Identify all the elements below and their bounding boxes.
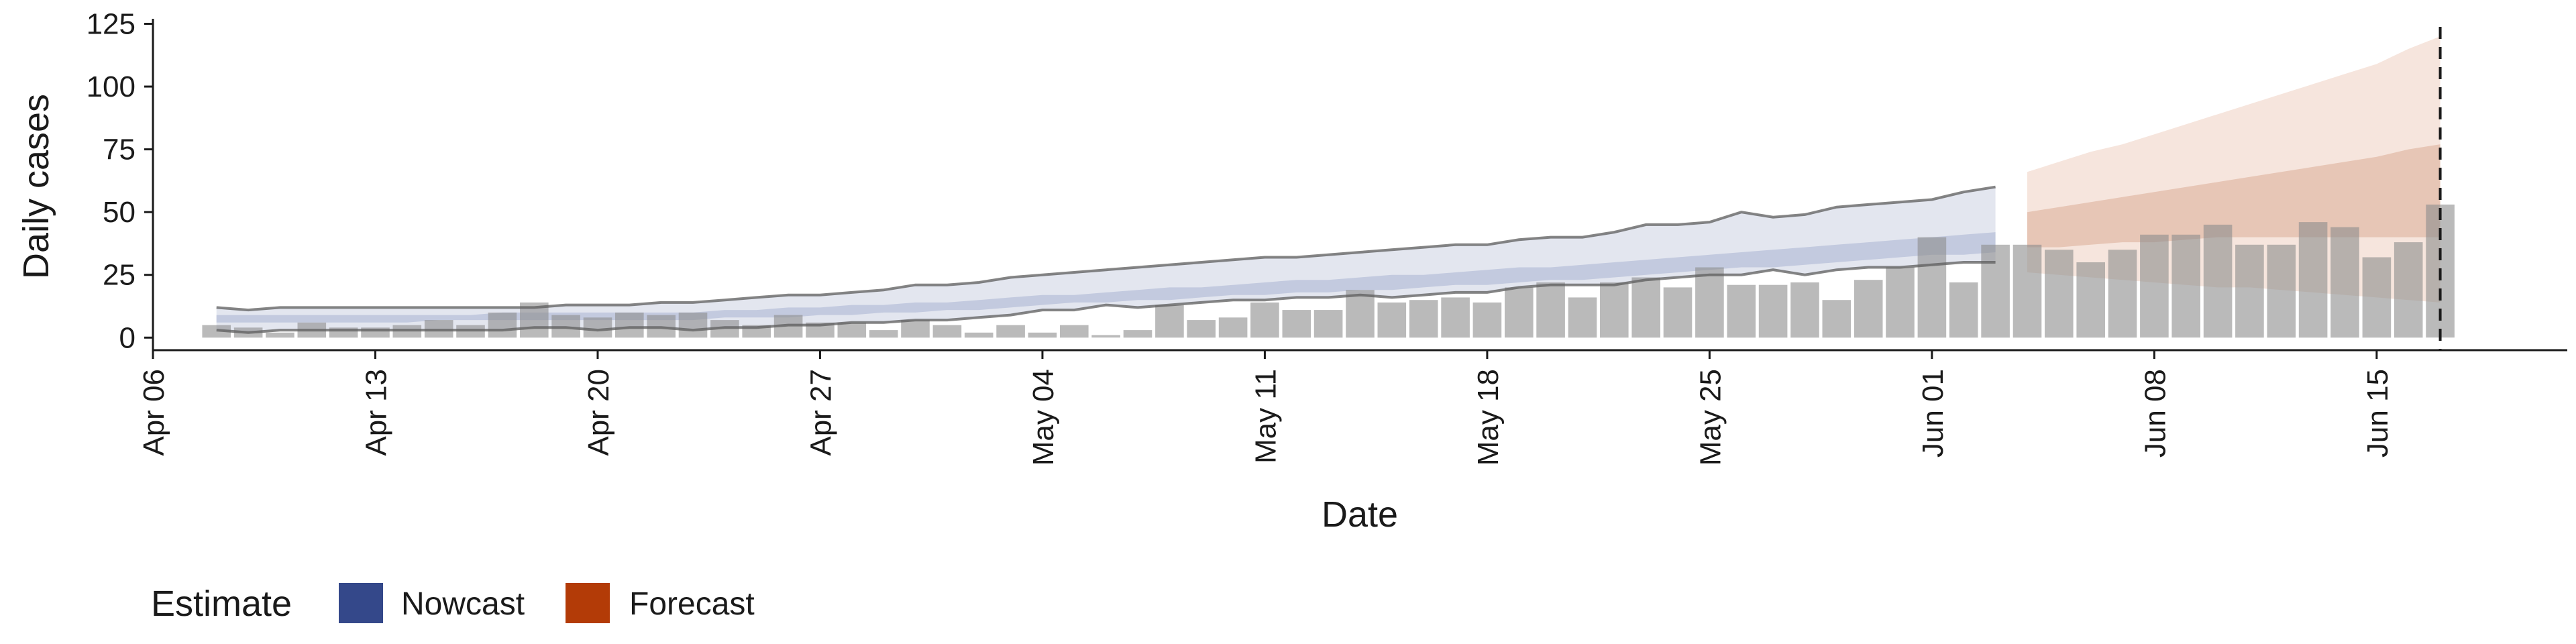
- case-bar: [2045, 250, 2074, 338]
- case-bar: [1313, 310, 1343, 338]
- x-tick-label: Jun 01: [1917, 369, 1949, 458]
- case-bar: [1600, 282, 1629, 338]
- y-axis-title: Daily cases: [16, 94, 56, 279]
- x-tick-label: May 11: [1249, 369, 1282, 464]
- case-bar: [1727, 284, 1756, 338]
- case-bar: [1218, 317, 1248, 338]
- case-bar: [837, 322, 867, 338]
- case-bar: [1568, 297, 1597, 338]
- case-bar: [1123, 330, 1152, 338]
- case-bar: [1250, 302, 1279, 338]
- case-bar: [869, 330, 898, 338]
- case-bar: [2362, 257, 2392, 338]
- x-tick-label: Jun 08: [2139, 369, 2171, 458]
- case-bar: [1441, 297, 1470, 338]
- x-tick-label: Apr 06: [138, 369, 170, 456]
- case-bar: [1028, 332, 1057, 338]
- case-bar: [1917, 237, 1947, 338]
- y-tick-label: 100: [87, 70, 136, 103]
- x-tick-label: Apr 20: [582, 369, 615, 456]
- case-bar: [266, 332, 294, 338]
- legend-swatch-nowcast: [339, 583, 383, 623]
- legend-label-nowcast: Nowcast: [401, 586, 525, 622]
- case-bar: [1377, 302, 1407, 338]
- case-bar: [932, 325, 962, 338]
- case-bar: [1949, 282, 1978, 338]
- case-bar: [1155, 305, 1184, 338]
- case-bar: [583, 317, 612, 338]
- case-bar: [1282, 310, 1311, 338]
- case-bar: [2203, 224, 2233, 338]
- case-bar: [1981, 244, 2010, 338]
- case-bar: [2108, 250, 2137, 338]
- case-bar: [1822, 300, 1851, 338]
- case-bar: [901, 320, 930, 338]
- x-tick-label: Apr 27: [805, 369, 838, 456]
- case-bar: [1472, 302, 1502, 338]
- case-bar: [1663, 287, 1693, 338]
- nowcast-lower-line: [216, 261, 1996, 334]
- x-tick-label: May 18: [1472, 369, 1505, 466]
- y-tick-label: 125: [87, 7, 136, 40]
- nowcast-interval-lines: [216, 185, 1996, 334]
- case-bar: [2394, 242, 2423, 338]
- case-bar: [1790, 282, 1819, 338]
- x-axis-title: Date: [1322, 494, 1398, 535]
- case-bar: [1505, 287, 1534, 338]
- case-bar: [2076, 262, 2105, 338]
- case-bar: [1187, 320, 1216, 338]
- legend-label-forecast: Forecast: [629, 586, 755, 622]
- y-tick-label: 75: [103, 133, 136, 166]
- y-axis-ticks: 0 25 50 75 100 125: [87, 7, 153, 354]
- legend: Estimate Nowcast Forecast: [151, 583, 755, 624]
- case-bar: [1854, 280, 1883, 338]
- case-bar: [1631, 277, 1660, 338]
- case-bar: [1758, 284, 1788, 338]
- x-tick-label: Apr 13: [360, 369, 393, 456]
- case-bar: [1695, 267, 1724, 338]
- case-bar: [2012, 244, 2042, 338]
- nowcast-upper-line: [216, 185, 1996, 312]
- estimate-bands: [216, 36, 2440, 333]
- case-bar: [964, 332, 994, 338]
- y-tick-label: 50: [103, 196, 136, 229]
- legend-swatch-forecast: [566, 583, 610, 623]
- case-bar: [1409, 300, 1438, 338]
- x-tick-label: Jun 15: [2361, 369, 2394, 458]
- case-bar: [1536, 282, 1565, 338]
- y-tick-label: 0: [119, 321, 136, 354]
- case-bar: [2330, 227, 2359, 338]
- case-bar: [1886, 267, 1915, 338]
- forecast-band-50: [2027, 144, 2440, 248]
- case-bar: [996, 325, 1025, 338]
- x-tick-label: May 25: [1694, 369, 1727, 466]
- case-bar: [2140, 234, 2169, 338]
- case-bar: [1060, 325, 1089, 338]
- case-bar: [488, 312, 517, 338]
- case-bar: [678, 312, 708, 338]
- case-bar: [615, 312, 644, 338]
- y-tick-label: 25: [103, 259, 136, 292]
- case-bar: [2298, 222, 2328, 338]
- case-bar: [2267, 244, 2296, 338]
- x-tick-label: May 04: [1027, 369, 1060, 466]
- case-bar: [1091, 335, 1120, 338]
- legend-title: Estimate: [151, 584, 292, 624]
- case-bar: [2235, 244, 2264, 338]
- case-bar: [2171, 234, 2200, 338]
- axes: [152, 19, 2567, 352]
- x-axis-ticks: Apr 06 Apr 13 Apr 20 Apr 27 May 04 May 11 May …: [138, 350, 2394, 466]
- case-bar: [1346, 290, 1375, 338]
